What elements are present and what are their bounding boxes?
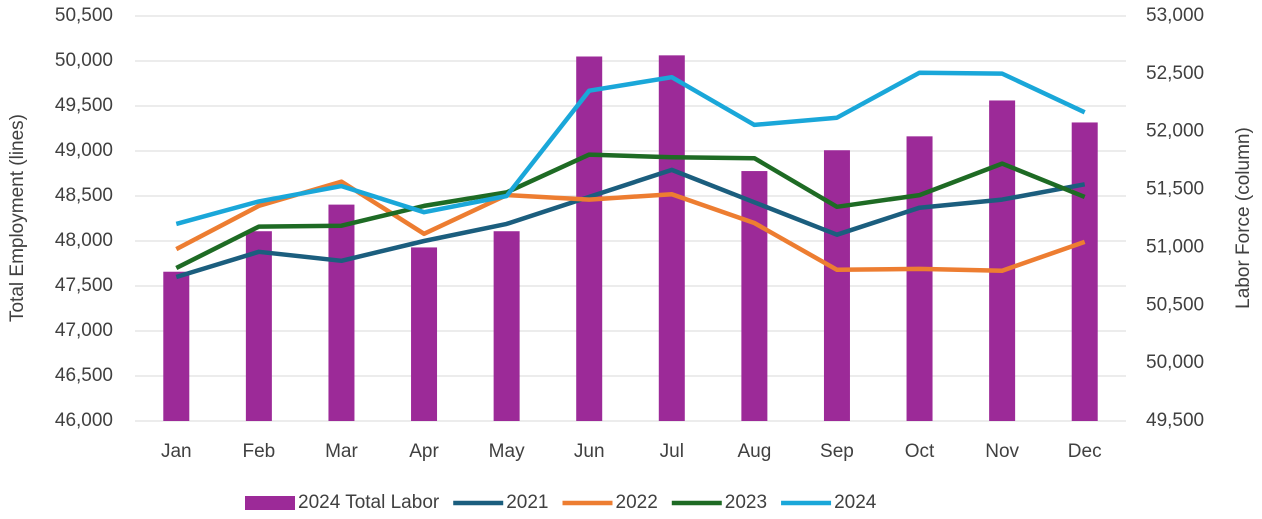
x-tick-label: Nov	[985, 441, 1019, 462]
legend-label: 2024 Total Labor	[298, 492, 440, 513]
x-tick-label: Dec	[1068, 441, 1102, 462]
y2-axis-label: Labor Force (column)	[1233, 127, 1254, 309]
bar	[411, 247, 438, 421]
y-tick-label: 48,500	[55, 185, 113, 206]
bar	[1071, 122, 1098, 421]
bar	[576, 56, 603, 421]
line	[175, 179, 1086, 273]
bar	[741, 171, 768, 421]
y2-tick-label: 51,500	[1146, 179, 1204, 200]
y2-tick-label: 53,000	[1146, 5, 1204, 26]
x-tick-label: Jan	[161, 441, 192, 462]
legend-label: 2022	[616, 492, 658, 513]
y2-tick-label: 49,500	[1146, 410, 1204, 431]
y-tick-label: 47,000	[55, 320, 113, 341]
y-tick-label: 50,500	[55, 5, 113, 26]
bar	[823, 150, 850, 421]
y-tick-label: 47,500	[55, 275, 113, 296]
y-tick-label: 48,000	[55, 230, 113, 251]
bar	[493, 231, 520, 421]
y2-tick-label: 50,000	[1146, 352, 1204, 373]
y-tick-label: 50,000	[55, 50, 113, 71]
legend-swatch	[245, 496, 295, 510]
x-tick-label: Oct	[905, 441, 935, 462]
y2-tick-label: 51,000	[1146, 236, 1204, 257]
y-tick-label: 46,500	[55, 365, 113, 386]
x-tick-label: Apr	[409, 441, 439, 462]
y2-tick-label: 52,000	[1146, 121, 1204, 142]
y2-tick-label: 50,500	[1146, 294, 1204, 315]
legend-label: 2024	[834, 492, 877, 513]
x-tick-label: Feb	[243, 441, 276, 462]
y-tick-label: 49,000	[55, 140, 113, 161]
x-tick-label: Jul	[660, 441, 684, 462]
bar	[163, 271, 190, 421]
bar	[328, 204, 355, 421]
x-tick-label: Mar	[325, 441, 358, 462]
legend-label: 2023	[725, 492, 767, 513]
bar	[245, 231, 272, 421]
bar	[906, 136, 933, 422]
y-tick-label: 46,000	[55, 410, 113, 431]
y-axis-label: Total Employment (lines)	[7, 114, 28, 322]
y2-tick-label: 52,500	[1146, 63, 1204, 84]
bar	[989, 100, 1016, 421]
x-tick-label: May	[489, 441, 525, 462]
x-tick-label: Aug	[737, 441, 771, 462]
legend-label: 2021	[506, 492, 548, 513]
bar	[658, 55, 685, 421]
line	[175, 167, 1086, 280]
line	[175, 70, 1086, 227]
x-tick-label: Jun	[574, 441, 605, 462]
line	[175, 152, 1086, 271]
y-tick-label: 49,500	[55, 95, 113, 116]
x-tick-label: Sep	[820, 441, 854, 462]
